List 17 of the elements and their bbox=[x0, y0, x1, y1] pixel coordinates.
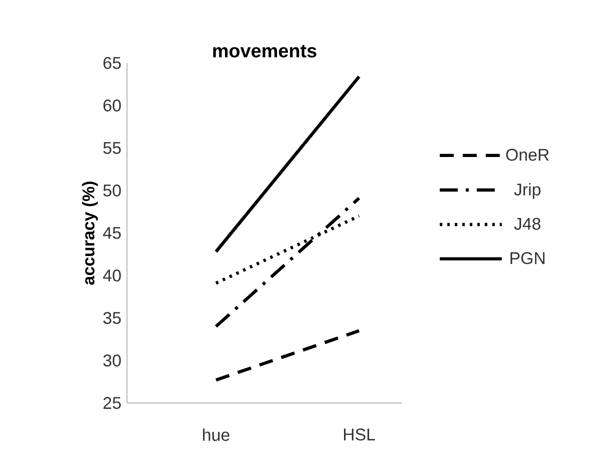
y-axis-title: accuracy (%) bbox=[82, 182, 98, 285]
x-tick-label: HSL bbox=[344, 428, 375, 440]
legend-label: Jrip bbox=[514, 183, 540, 199]
y-tick-label: 40 bbox=[103, 269, 121, 282]
legend-label: J48 bbox=[514, 218, 540, 230]
x-tick-label: hue bbox=[203, 428, 230, 441]
y-tick-label: 35 bbox=[103, 312, 121, 324]
y-tick-label: 65 bbox=[104, 56, 121, 69]
y-tick-label: 55 bbox=[103, 142, 121, 154]
legend-label: OneR bbox=[506, 148, 549, 161]
y-tick-label: 30 bbox=[103, 354, 121, 366]
y-tick-label: 45 bbox=[103, 227, 121, 239]
y-tick-label: 50 bbox=[103, 184, 121, 196]
chart-title: movements bbox=[213, 44, 316, 58]
legend-label: PGN bbox=[510, 252, 544, 264]
y-tick-label: 25 bbox=[104, 396, 121, 409]
y-tick-label: 60 bbox=[104, 99, 121, 112]
